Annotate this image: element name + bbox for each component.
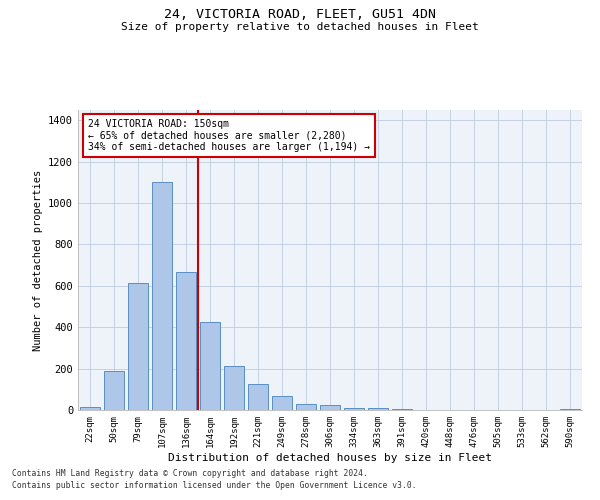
Text: Contains public sector information licensed under the Open Government Licence v3: Contains public sector information licen… [12, 481, 416, 490]
Bar [176, 272, 196, 410]
Bar [200, 322, 220, 410]
Bar [368, 408, 388, 410]
Bar [560, 409, 580, 410]
Bar [320, 406, 340, 410]
Bar [248, 384, 268, 410]
Text: Contains HM Land Registry data © Crown copyright and database right 2024.: Contains HM Land Registry data © Crown c… [12, 468, 368, 477]
Bar [272, 396, 292, 410]
Y-axis label: Number of detached properties: Number of detached properties [32, 170, 43, 350]
Bar [80, 407, 100, 410]
X-axis label: Distribution of detached houses by size in Fleet: Distribution of detached houses by size … [168, 452, 492, 462]
Bar [392, 409, 412, 410]
Bar [104, 370, 124, 410]
Text: 24 VICTORIA ROAD: 150sqm
← 65% of detached houses are smaller (2,280)
34% of sem: 24 VICTORIA ROAD: 150sqm ← 65% of detach… [88, 119, 370, 152]
Bar [128, 283, 148, 410]
Bar [344, 408, 364, 410]
Text: Size of property relative to detached houses in Fleet: Size of property relative to detached ho… [121, 22, 479, 32]
Bar [296, 404, 316, 410]
Bar [224, 366, 244, 410]
Bar [152, 182, 172, 410]
Text: 24, VICTORIA ROAD, FLEET, GU51 4DN: 24, VICTORIA ROAD, FLEET, GU51 4DN [164, 8, 436, 20]
